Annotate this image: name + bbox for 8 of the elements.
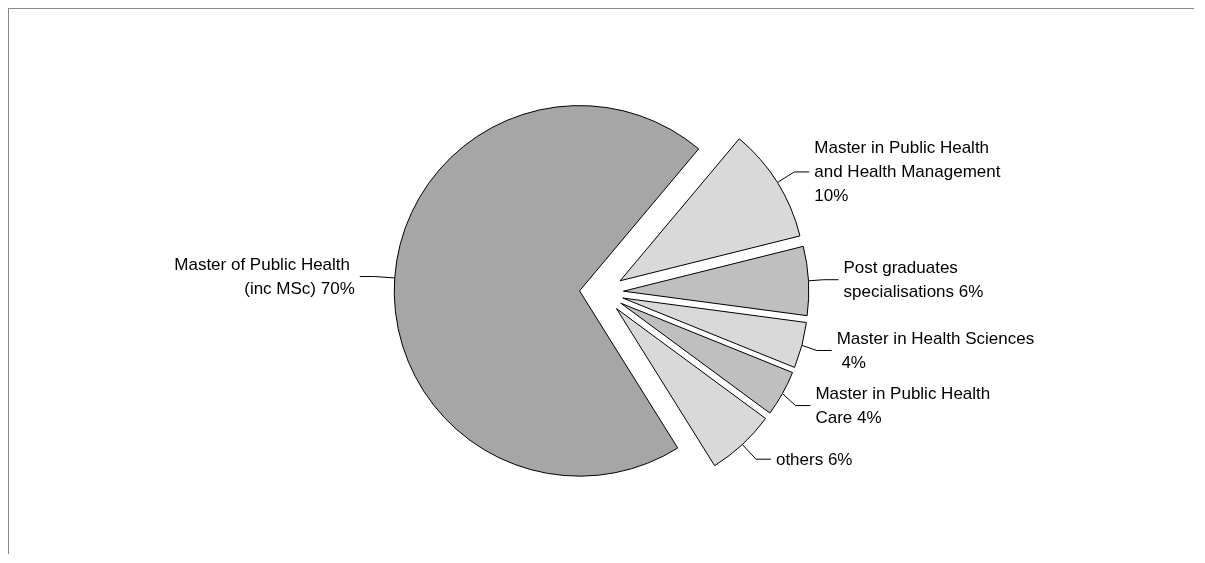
- slice-label: others 6%: [775, 449, 853, 469]
- slice-label: Master in Public Health Care 4%: [815, 384, 995, 428]
- slice-label: Post graduates specialisations 6%: [843, 258, 984, 302]
- data-label: 4%: [836, 352, 866, 372]
- data-label: 10%: [814, 186, 849, 206]
- slice-label: Master in Health Sciences: [836, 328, 1035, 348]
- slice-label: Master in Public Health and Health Management: [814, 138, 1006, 182]
- slice-label: Master of Public Health (inc MSc) 70%: [174, 255, 355, 299]
